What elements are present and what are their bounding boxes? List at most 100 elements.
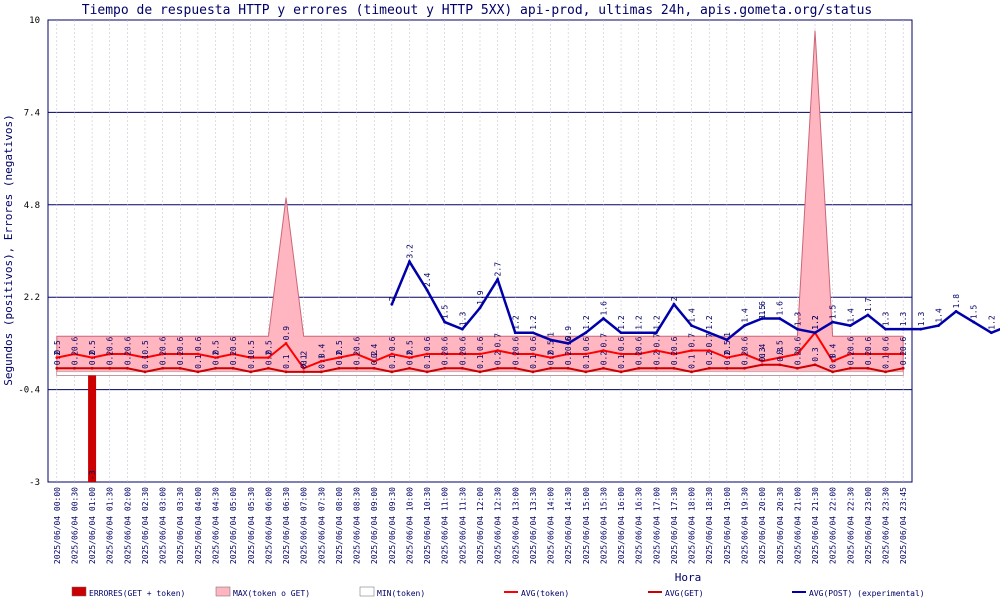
data-point bbox=[319, 359, 323, 363]
data-point bbox=[196, 370, 200, 374]
data-label: 0.2 bbox=[159, 351, 168, 366]
y-tick-label: 4.8 bbox=[24, 201, 40, 211]
data-label: 0.4 bbox=[829, 344, 838, 359]
data-label: 0.5 bbox=[723, 340, 732, 355]
data-point bbox=[760, 317, 764, 320]
data-label: 0.2 bbox=[53, 351, 62, 366]
y-tick-label: 2.2 bbox=[24, 293, 40, 303]
x-tick-label: 2025/06/04 18:30 bbox=[705, 487, 714, 564]
data-point bbox=[619, 352, 623, 356]
x-tick-label: 2025/06/04 01:30 bbox=[106, 487, 115, 564]
data-point bbox=[513, 331, 517, 335]
data-point bbox=[901, 327, 905, 331]
data-label: 0.5 bbox=[88, 340, 97, 355]
data-point bbox=[478, 370, 482, 374]
data-label: 0.2 bbox=[635, 351, 644, 366]
data-label: 1.6 bbox=[599, 301, 608, 316]
data-label: 0.2 bbox=[353, 351, 362, 366]
data-label: 0.4 bbox=[317, 344, 326, 359]
data-label: 1.7 bbox=[864, 297, 873, 312]
data-label: 0.2 bbox=[547, 351, 556, 366]
x-tick-label: 2025/06/04 05:30 bbox=[247, 487, 256, 564]
data-point bbox=[372, 359, 376, 363]
data-label: 1.4 bbox=[740, 308, 749, 323]
data-point bbox=[619, 331, 623, 335]
data-label: 0.2 bbox=[88, 351, 97, 366]
data-point bbox=[743, 366, 746, 370]
data-point bbox=[355, 366, 358, 370]
data-point bbox=[778, 317, 782, 320]
data-point bbox=[214, 366, 217, 370]
data-label: 0.2 bbox=[335, 351, 344, 366]
data-point bbox=[408, 260, 411, 264]
data-label: 0.2 bbox=[70, 351, 79, 366]
data-point bbox=[513, 352, 517, 356]
x-tick-label: 2025/06/04 19:30 bbox=[740, 487, 749, 564]
data-label: 0.6 bbox=[388, 336, 397, 351]
data-point bbox=[919, 327, 923, 331]
data-label: 0.2 bbox=[864, 351, 873, 366]
x-tick-label: 2025/06/04 09:00 bbox=[370, 487, 379, 564]
data-point bbox=[760, 363, 764, 367]
x-tick-label: 2025/06/04 16:00 bbox=[617, 487, 626, 564]
data-label: 2 bbox=[670, 296, 679, 301]
data-label: 1.4 bbox=[934, 308, 943, 323]
data-label: 0.2 bbox=[441, 351, 450, 366]
data-label: 0.1 bbox=[141, 354, 150, 369]
data-label: 1.6 bbox=[776, 301, 785, 316]
data-label: 0.6 bbox=[106, 336, 115, 351]
data-label: 0.6 bbox=[159, 336, 168, 351]
data-label: 0.1 bbox=[582, 354, 591, 369]
data-label: 0.2 bbox=[264, 351, 273, 366]
data-label: 0.6 bbox=[670, 336, 679, 351]
data-point bbox=[249, 356, 253, 360]
data-point bbox=[619, 370, 623, 374]
data-point bbox=[531, 352, 535, 356]
data-label: 1.5 bbox=[441, 304, 450, 319]
x-tick-label: 2025/06/04 20:00 bbox=[758, 487, 767, 564]
grid bbox=[47, 19, 913, 483]
data-point bbox=[672, 366, 676, 370]
data-label: 1.2 bbox=[635, 315, 644, 330]
data-label: 0.1 bbox=[300, 354, 309, 369]
data-label: 0.7 bbox=[705, 333, 714, 348]
data-label: 3.2 bbox=[405, 244, 414, 259]
x-tick-label: 2025/06/04 14:30 bbox=[564, 487, 573, 564]
data-point bbox=[408, 356, 411, 360]
data-label: 0.1 bbox=[476, 354, 485, 369]
data-label: 0.6 bbox=[529, 336, 538, 351]
legend-label: AVG(POST) (experimental) bbox=[809, 589, 925, 598]
x-tick-label: 2025/06/04 13:30 bbox=[529, 487, 538, 564]
legend-label: MIN(token) bbox=[377, 589, 425, 598]
data-point bbox=[866, 352, 870, 356]
x-tick-label: 2025/06/04 13:00 bbox=[511, 487, 520, 564]
data-label: 0.9 bbox=[564, 326, 573, 341]
data-point bbox=[55, 356, 59, 360]
data-point bbox=[654, 331, 658, 335]
legend-label: MAX(token o GET) bbox=[233, 589, 310, 598]
x-tick-label: 2025/06/04 11:00 bbox=[441, 487, 450, 564]
data-label: 1 bbox=[547, 332, 556, 337]
data-point bbox=[408, 366, 411, 370]
data-label: 0.2 bbox=[405, 351, 414, 366]
data-label: 0.5 bbox=[547, 340, 556, 355]
x-tick-label: 2025/06/04 09:30 bbox=[388, 487, 397, 564]
data-point bbox=[178, 366, 182, 370]
data-point bbox=[231, 352, 235, 356]
x-tick-label: 2025/06/04 23:00 bbox=[864, 487, 873, 564]
data-label: 0.7 bbox=[688, 333, 697, 348]
data-point bbox=[954, 310, 958, 313]
data-point bbox=[566, 342, 570, 345]
x-tick-label: 2025/06/04 12:00 bbox=[476, 487, 485, 564]
data-label: 0.7 bbox=[599, 333, 608, 348]
data-point bbox=[778, 356, 782, 360]
x-tick-label: 2025/06/04 14:00 bbox=[547, 487, 556, 564]
data-label: 0.6 bbox=[793, 336, 802, 351]
max-area bbox=[56, 30, 904, 376]
data-label: 0.2 bbox=[370, 351, 379, 366]
data-point bbox=[584, 352, 588, 356]
data-label: 0.4 bbox=[370, 344, 379, 359]
x-tick-label: 2025/06/04 22:30 bbox=[846, 487, 855, 564]
data-label: 0.3 bbox=[776, 347, 785, 362]
